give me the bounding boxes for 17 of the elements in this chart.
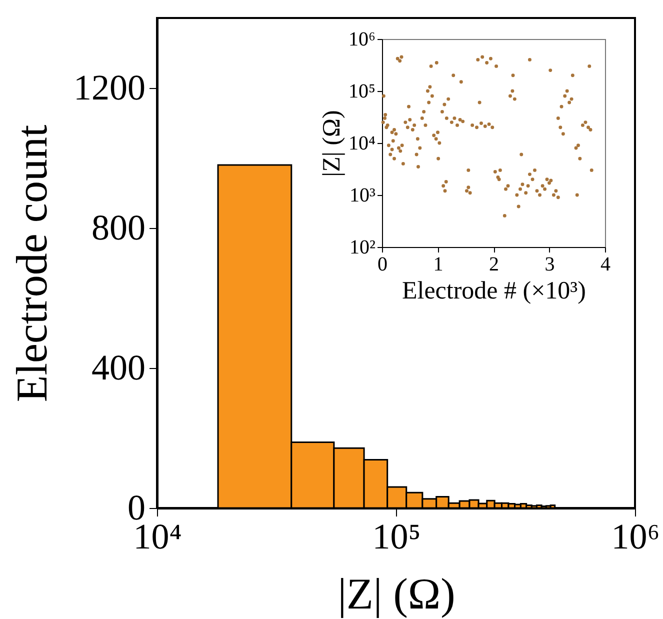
x-tick-label: 2: [489, 254, 499, 276]
x-axis-title: Electrode # (×10³): [402, 278, 586, 304]
x-tick-label: 10⁶: [611, 516, 660, 556]
y-tick-label: 10⁵: [348, 80, 376, 102]
y-tick-label: 10³: [350, 184, 376, 206]
y-tick-label: 10⁶: [348, 28, 376, 50]
y-tick-label: 800: [92, 208, 146, 248]
y-tick-label: 1200: [74, 68, 146, 108]
y-tick-label: 10⁴: [348, 132, 376, 154]
y-axis-title: |Z| (Ω): [318, 110, 346, 177]
x-tick-label: 4: [600, 254, 610, 276]
x-tick-label: 1: [433, 254, 444, 276]
x-tick-label: 3: [544, 254, 555, 276]
y-axis-title: Electrode count: [8, 124, 56, 402]
y-tick-label: 10²: [350, 236, 376, 258]
x-axis-title: |Z| (Ω): [338, 570, 456, 618]
y-tick-label: 400: [92, 348, 146, 388]
